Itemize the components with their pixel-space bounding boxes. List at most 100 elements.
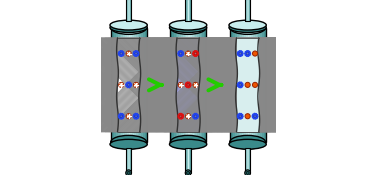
Bar	[244, 27, 246, 142]
Bar	[250, 0, 251, 21]
Bar	[248, 0, 249, 21]
Bar	[249, 27, 251, 142]
Bar	[257, 27, 259, 142]
Bar	[185, 0, 191, 21]
Bar	[174, 27, 175, 142]
Bar	[194, 27, 195, 142]
Bar	[111, 27, 113, 142]
Bar	[177, 38, 199, 132]
Bar	[185, 0, 186, 21]
Bar	[231, 27, 233, 142]
Bar	[245, 148, 251, 173]
Bar	[248, 148, 249, 173]
Bar	[248, 27, 249, 142]
Circle shape	[239, 52, 241, 55]
Polygon shape	[185, 82, 191, 88]
Bar	[136, 27, 138, 142]
Circle shape	[126, 114, 131, 119]
Polygon shape	[193, 113, 198, 119]
Bar	[246, 27, 248, 142]
Bar	[113, 38, 118, 132]
Ellipse shape	[169, 20, 207, 30]
Ellipse shape	[187, 172, 190, 174]
Bar	[130, 27, 132, 142]
Circle shape	[187, 84, 189, 86]
Circle shape	[120, 52, 122, 55]
Polygon shape	[237, 113, 243, 119]
Circle shape	[195, 115, 197, 117]
Bar	[143, 27, 145, 142]
Bar	[134, 27, 136, 142]
Bar	[186, 27, 188, 142]
Circle shape	[245, 114, 250, 119]
Bar	[230, 27, 231, 142]
Circle shape	[195, 52, 197, 55]
Bar	[129, 27, 130, 142]
Circle shape	[128, 84, 130, 86]
Bar	[264, 27, 266, 142]
Bar	[141, 27, 143, 142]
Bar	[259, 27, 260, 142]
Circle shape	[254, 115, 256, 117]
Ellipse shape	[170, 135, 206, 149]
Circle shape	[253, 82, 257, 88]
Polygon shape	[193, 51, 198, 56]
Ellipse shape	[229, 139, 266, 149]
Bar	[145, 27, 147, 142]
Polygon shape	[178, 113, 184, 119]
Bar	[260, 27, 262, 142]
Bar	[185, 148, 186, 173]
Bar	[249, 148, 250, 173]
Polygon shape	[133, 113, 139, 119]
Bar	[186, 148, 187, 173]
Bar	[232, 38, 237, 132]
Polygon shape	[126, 82, 132, 88]
Bar	[126, 148, 127, 173]
Bar	[183, 27, 184, 142]
Bar	[139, 27, 141, 142]
Bar	[249, 0, 250, 21]
Circle shape	[133, 82, 139, 88]
Bar	[246, 148, 247, 173]
Bar	[245, 0, 246, 21]
Bar	[184, 27, 186, 142]
Bar	[114, 27, 116, 142]
Circle shape	[193, 82, 198, 88]
Ellipse shape	[229, 23, 266, 32]
Bar	[113, 27, 114, 142]
Bar	[123, 27, 125, 142]
Bar	[195, 27, 197, 142]
Bar	[237, 38, 259, 132]
Bar	[126, 148, 132, 173]
Bar	[170, 27, 172, 142]
Ellipse shape	[110, 139, 147, 149]
Bar	[253, 27, 255, 142]
Bar	[131, 0, 132, 21]
Bar	[188, 148, 189, 173]
Bar	[173, 38, 177, 132]
Polygon shape	[252, 113, 258, 119]
Bar	[199, 38, 203, 132]
Bar	[127, 148, 128, 173]
Ellipse shape	[230, 21, 266, 34]
Bar	[262, 27, 264, 142]
Circle shape	[239, 84, 241, 86]
Bar	[255, 27, 257, 142]
Bar	[203, 27, 204, 142]
Circle shape	[239, 115, 241, 117]
Bar	[138, 27, 139, 142]
Ellipse shape	[170, 21, 206, 34]
Circle shape	[253, 51, 257, 56]
Polygon shape	[245, 51, 251, 56]
Ellipse shape	[169, 139, 207, 149]
Circle shape	[120, 115, 122, 117]
Bar	[185, 148, 191, 173]
Bar	[187, 148, 188, 173]
Bar	[128, 148, 129, 173]
Bar	[199, 27, 201, 142]
Bar	[245, 0, 251, 21]
Ellipse shape	[111, 21, 147, 34]
Bar	[188, 0, 189, 21]
Bar	[190, 0, 191, 21]
Ellipse shape	[110, 20, 147, 30]
